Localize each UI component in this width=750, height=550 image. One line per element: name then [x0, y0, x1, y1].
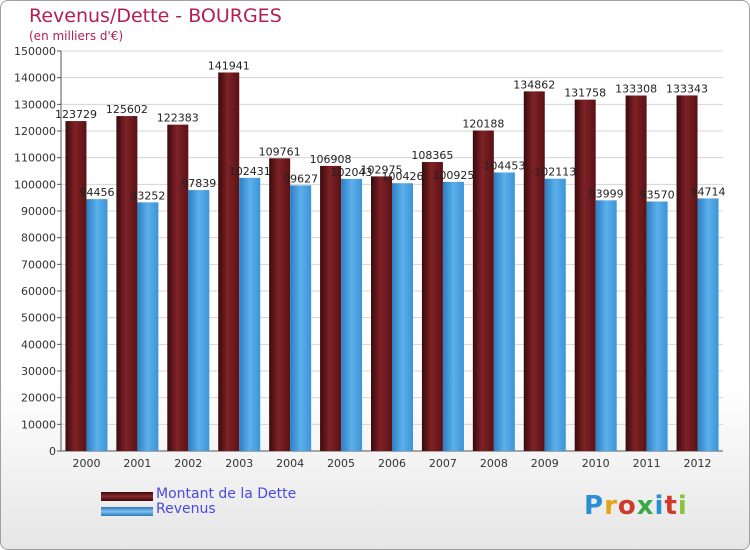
- data-label-revenus: 100426: [382, 170, 424, 183]
- data-label-revenus: 94714: [691, 185, 726, 198]
- bar-revenus: [392, 183, 413, 451]
- bar-revenus: [493, 172, 515, 451]
- bar-revenus: [188, 190, 210, 451]
- data-label-dette: 106908: [310, 153, 352, 166]
- proxiti-logo: Proxiti: [584, 491, 688, 521]
- data-label-dette: 120188: [462, 117, 504, 130]
- bar-dette: [218, 72, 240, 452]
- x-tick-label: 2002: [174, 457, 202, 470]
- x-tick-label: 2011: [633, 457, 661, 470]
- y-tick-label: 110000: [14, 152, 56, 165]
- y-tick-label: 20000: [21, 392, 56, 405]
- logo-letter: x: [636, 491, 655, 521]
- data-label-dette: 134862: [513, 78, 555, 91]
- bar-dette: [371, 176, 392, 451]
- bar-dette: [269, 158, 291, 451]
- bar-dette: [421, 162, 443, 451]
- legend-swatch-revenus: [101, 507, 153, 516]
- x-tick-label: 2007: [429, 457, 457, 470]
- bar-dette: [116, 116, 138, 451]
- data-label-revenus: 93570: [640, 188, 675, 201]
- y-tick-label: 150000: [14, 45, 56, 58]
- data-label-dette: 125602: [106, 103, 148, 116]
- data-label-revenus: 97839: [181, 177, 216, 190]
- bar-revenus: [646, 201, 668, 451]
- chart-subtitle: (en milliers d'€): [29, 29, 124, 43]
- x-tick-label: 2008: [480, 457, 508, 470]
- x-tick-label: 2004: [276, 457, 304, 470]
- bar-revenus: [341, 178, 363, 452]
- data-label-dette: 133343: [666, 82, 708, 95]
- bar-dette: [472, 130, 494, 452]
- x-tick-label: 2006: [378, 457, 406, 470]
- x-tick-label: 2009: [531, 457, 559, 470]
- bar-dette: [65, 121, 87, 451]
- logo-letter: r: [604, 491, 618, 521]
- legend-label-revenus: Revenus: [156, 501, 216, 517]
- bar-revenus: [595, 200, 617, 451]
- data-label-dette: 122383: [157, 112, 199, 125]
- legend-label-dette: Montant de la Dette: [156, 486, 297, 502]
- logo-letter: o: [617, 491, 637, 521]
- data-label-revenus: 100925: [432, 169, 474, 182]
- chart-title: Revenus/Dette - BOURGES: [29, 5, 282, 27]
- data-label-revenus: 102113: [534, 166, 576, 179]
- legend-swatch-dette: [101, 492, 153, 501]
- x-tick-label: 2010: [582, 457, 610, 470]
- y-tick-label: 0: [49, 445, 56, 458]
- bar-revenus: [86, 199, 108, 451]
- bar-dette: [320, 165, 342, 452]
- data-label-revenus: 102043: [331, 166, 373, 179]
- data-label-revenus: 94456: [79, 186, 114, 199]
- y-tick-label: 140000: [14, 72, 56, 85]
- data-label-revenus: 104453: [483, 159, 525, 172]
- data-label-revenus: 93252: [130, 189, 165, 202]
- data-label-dette: 109761: [259, 145, 301, 158]
- bar-dette: [676, 95, 698, 451]
- bar-revenus: [239, 177, 261, 452]
- data-label-revenus: 102431: [229, 165, 271, 178]
- bar-revenus: [290, 185, 312, 451]
- y-tick-label: 70000: [21, 258, 56, 271]
- y-tick-label: 130000: [14, 98, 56, 111]
- bar-revenus: [697, 198, 719, 451]
- x-tick-label: 2000: [72, 457, 100, 470]
- x-tick-label: 2005: [327, 457, 355, 470]
- bar-dette: [574, 99, 596, 452]
- data-label-dette: 102975: [361, 163, 403, 176]
- logo-letter: t: [664, 491, 678, 521]
- data-label-dette: 131758: [564, 87, 606, 100]
- logo-letter: i: [677, 491, 688, 521]
- y-tick-label: 40000: [21, 338, 56, 351]
- y-tick-label: 100000: [14, 178, 56, 191]
- data-label-dette: 133308: [615, 83, 657, 96]
- y-tick-label: 30000: [21, 365, 56, 378]
- bar-dette: [523, 91, 545, 452]
- data-label-dette: 141941: [208, 59, 250, 72]
- y-tick-label: 120000: [14, 125, 56, 138]
- bar-revenus: [544, 178, 566, 451]
- y-tick-label: 90000: [21, 205, 56, 218]
- logo-letter: P: [584, 491, 605, 521]
- x-tick-label: 2001: [123, 457, 151, 470]
- bar-revenus: [137, 202, 159, 451]
- x-tick-label: 2012: [684, 457, 712, 470]
- logo-letter: i: [654, 491, 665, 521]
- data-label-revenus: 99627: [283, 172, 318, 185]
- bar-revenus: [442, 181, 464, 451]
- data-label-dette: 108365: [411, 149, 453, 162]
- data-label-dette: 123729: [55, 108, 97, 121]
- y-tick-label: 80000: [21, 232, 56, 245]
- bar-dette: [167, 124, 189, 452]
- y-tick-label: 60000: [21, 285, 56, 298]
- data-label-revenus: 93999: [589, 187, 624, 200]
- x-tick-label: 2003: [225, 457, 253, 470]
- y-tick-label: 10000: [21, 418, 56, 431]
- bar-dette: [625, 95, 647, 452]
- y-tick-label: 50000: [21, 312, 56, 325]
